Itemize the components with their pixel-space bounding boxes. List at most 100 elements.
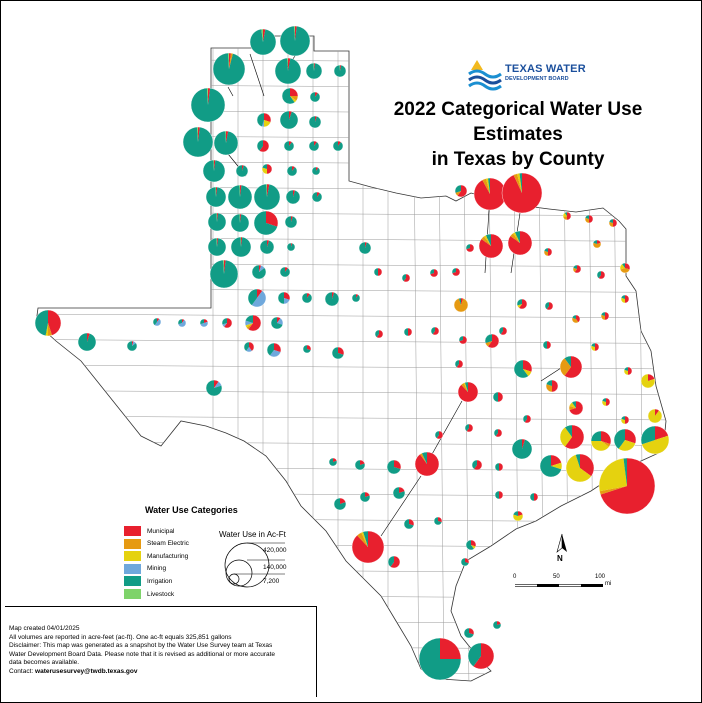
county-pie [451, 267, 461, 277]
pie-slice [302, 293, 312, 303]
county-pie [619, 262, 631, 274]
county-pie [492, 620, 502, 630]
county-pie [126, 340, 138, 352]
county-pie [539, 454, 563, 478]
pie-slice [206, 88, 208, 105]
pie-outline [386, 459, 402, 475]
pie-slice [499, 463, 503, 471]
county-pie [471, 459, 483, 471]
pie-slice [278, 292, 284, 304]
county-pie [513, 359, 533, 379]
pie-outline [559, 424, 585, 450]
info-units: All volumes are reported in acre-feet (a… [9, 633, 232, 641]
pie-slice [48, 323, 53, 336]
pie-outline [279, 266, 291, 278]
pie-slice [599, 486, 627, 495]
logo-line-1: TEXAS WATER [505, 63, 586, 75]
pie-slice [499, 491, 503, 499]
pie-outline [458, 335, 468, 345]
pie-slice [573, 265, 577, 269]
county-pie [302, 344, 312, 354]
pie-slice [624, 367, 628, 371]
county-pie [453, 297, 469, 313]
pie-outline [205, 186, 227, 208]
county-pie [464, 423, 474, 433]
pie-slice [205, 187, 226, 208]
pie-outline [484, 333, 500, 349]
county-pie [182, 126, 214, 158]
pie-slice [495, 491, 499, 499]
title-line-2: in Texas by County [431, 149, 605, 170]
pie-slice [595, 343, 599, 351]
pie-outline [571, 314, 581, 324]
pie-outline [545, 379, 559, 393]
pie-slice [576, 315, 580, 323]
pie-slice [606, 398, 610, 406]
pie-outline [513, 359, 533, 379]
pie-slice [564, 425, 572, 437]
pie-outline [592, 239, 602, 249]
pie-outline [351, 293, 361, 303]
pie-slice [600, 458, 656, 514]
pie-outline [244, 314, 262, 332]
pie-outline [463, 627, 475, 639]
pie-slice [357, 532, 368, 547]
county-pie [221, 317, 233, 329]
pie-outline [328, 457, 338, 467]
pie-slice [246, 347, 252, 352]
legend-swatch [124, 538, 141, 549]
county-pie [590, 342, 600, 352]
pie-slice [203, 160, 226, 182]
pie-slice [569, 402, 576, 408]
pie-slice [374, 268, 378, 276]
pie-slice [500, 327, 508, 335]
pie-slice [242, 165, 244, 171]
pie-slice [466, 540, 474, 551]
texas-outline [35, 35, 667, 682]
county-pie [559, 424, 585, 450]
county-pie [305, 62, 323, 80]
info-box: Map created 04/01/2025 All volumes are r… [5, 606, 317, 697]
pie-outline [202, 159, 226, 183]
pie-slice [523, 360, 532, 372]
county-pie [373, 267, 383, 277]
pie-slice [461, 382, 468, 392]
county-pie [507, 230, 533, 256]
pie-slice [452, 268, 456, 274]
pie-slice [463, 382, 468, 392]
legend-label: Municipal [147, 527, 175, 535]
pie-outline [403, 518, 415, 530]
pie-slice [363, 531, 368, 547]
pie-outline [453, 297, 469, 313]
pie-slice [625, 429, 637, 444]
pie-slice [493, 392, 498, 402]
size-label-medium: 140,000 [263, 564, 287, 571]
pie-slice [45, 323, 48, 336]
pie-slice [601, 314, 605, 320]
pie-slice [351, 531, 384, 563]
county-pie [493, 428, 503, 438]
county-pie [177, 318, 187, 328]
pie-slice [399, 487, 405, 493]
pie-slice [481, 236, 491, 246]
pie-outline [619, 262, 631, 274]
county-pie [387, 555, 401, 569]
pie-slice [485, 234, 491, 246]
pie-outline [251, 264, 267, 280]
contact-email[interactable]: waterusesurvey@twdb.texas.gov [35, 667, 138, 675]
pie-outline [354, 459, 366, 471]
pie-outline [351, 530, 385, 564]
county-pie [454, 359, 464, 369]
county-pie [309, 91, 321, 103]
pie-slice [419, 453, 427, 464]
county-pie [478, 233, 504, 259]
pie-slice [360, 492, 370, 503]
scale-unit: mi [605, 581, 612, 587]
pie-outline [230, 213, 250, 233]
pie-slice [523, 369, 532, 377]
county-pie [484, 333, 500, 349]
pie-outline [207, 212, 227, 232]
pie-slice [261, 29, 263, 42]
pie-outline [562, 211, 572, 221]
pie-outline [511, 438, 533, 460]
